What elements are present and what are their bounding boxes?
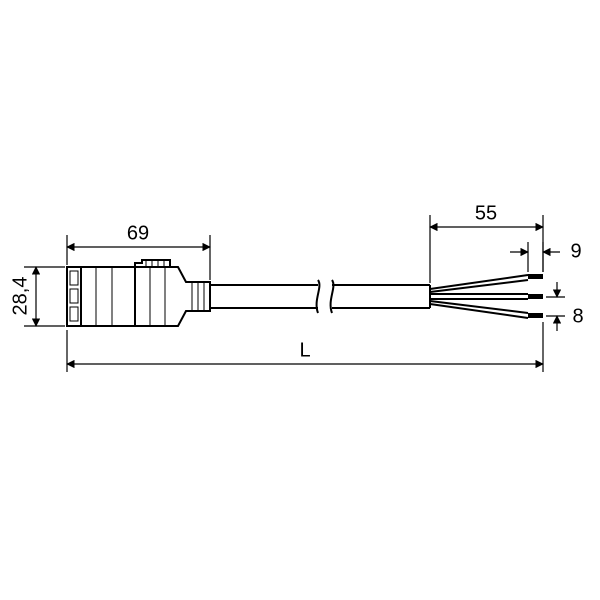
dim-connector-length: 69 [67,222,210,280]
dim-wire-tip: 9 [510,240,582,272]
dim-connector-height-value: 28,4 [9,277,31,316]
dim-wire-spacing-value: 8 [572,305,583,327]
connector [67,260,210,326]
dim-stripped-length: 55 [430,202,543,283]
dim-wire-tip-value: 9 [570,240,581,262]
dim-overall-length: L [67,322,543,372]
cable [210,280,430,313]
dim-overall-length-value: L [299,339,310,361]
dim-connector-height: 28,4 [9,267,65,326]
dim-connector-length-value: 69 [127,222,149,244]
stripped-wires [430,274,543,318]
dimension-drawing: 69 28,4 55 9 8 L [0,0,600,600]
dim-wire-spacing: 8 [546,282,584,331]
dim-stripped-length-value: 55 [475,202,497,224]
